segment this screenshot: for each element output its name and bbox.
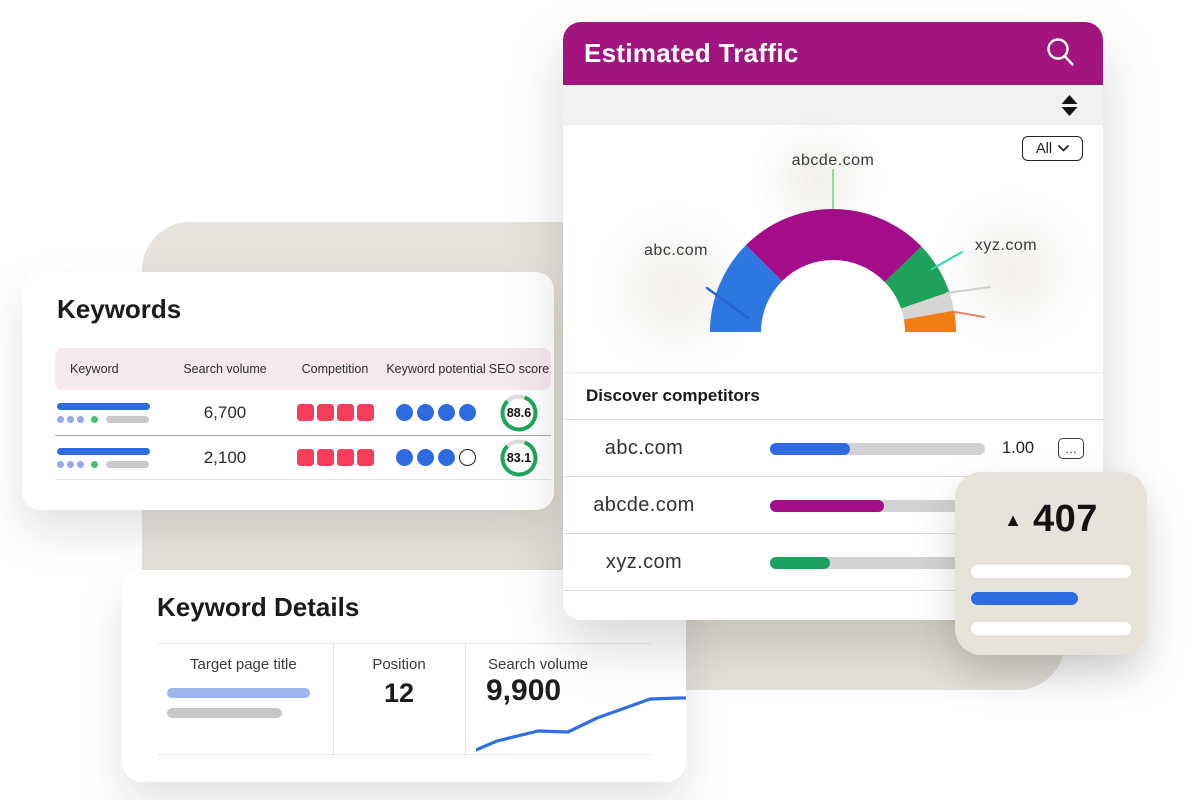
seo-score-ring-icon bbox=[500, 439, 538, 476]
filter-dropdown-value: All bbox=[1035, 140, 1053, 157]
col-header-search-volume: Search volume bbox=[183, 361, 267, 376]
competitor-row[interactable]: abc.com 1.00 … bbox=[563, 420, 1103, 477]
search-volume-value: 6,700 bbox=[203, 402, 247, 422]
column-divider bbox=[333, 644, 334, 756]
competitor-progress-bar bbox=[770, 500, 985, 512]
column-divider bbox=[465, 644, 466, 756]
keywords-table: Keyword Search volume Competition Keywor… bbox=[55, 348, 551, 480]
keyword-potential-indicator bbox=[396, 449, 476, 466]
traffic-share-chart: All abcde.com abc.com xyz.com bbox=[563, 115, 1103, 375]
competitors-heading: Discover competitors bbox=[563, 373, 1103, 420]
search-volume-value: 2,100 bbox=[203, 447, 247, 467]
gauge-segment bbox=[746, 209, 922, 282]
competitor-domain: xyz.com bbox=[605, 550, 683, 573]
keyword-table-row[interactable]: 2,100 83.1 bbox=[55, 435, 551, 480]
estimated-traffic-header: Estimated Traffic bbox=[563, 22, 1103, 85]
chevron-down-icon bbox=[1058, 145, 1069, 152]
seo-score-badge: 83.1 bbox=[499, 438, 539, 478]
estimated-traffic-card: Estimated Traffic All bbox=[563, 22, 1103, 620]
skeleton-dot-green bbox=[91, 415, 98, 423]
search-volume-value: 9,900 bbox=[486, 674, 562, 707]
competitor-row[interactable]: abcde.com bbox=[563, 477, 1103, 534]
skeleton-dot-green bbox=[91, 460, 98, 468]
skeleton-dot bbox=[67, 415, 74, 423]
more-options-button[interactable]: … bbox=[1058, 438, 1084, 459]
skeleton-dot bbox=[77, 460, 84, 468]
keywords-table-header: Keyword Search volume Competition Keywor… bbox=[55, 348, 551, 390]
target-title-skeleton-gray bbox=[167, 708, 282, 718]
delta-value: 407 bbox=[1032, 498, 1098, 540]
keyword-skeleton bbox=[55, 402, 165, 423]
keyword-details-card: Keyword Details Target page title Positi… bbox=[122, 570, 686, 782]
col-header-competition: Competition bbox=[301, 361, 369, 376]
gauge-label-abcde: abcde.com bbox=[791, 152, 875, 169]
seo-score-value: 88.6 bbox=[506, 405, 532, 420]
competition-indicator bbox=[296, 404, 374, 421]
gauge-label-xyz: xyz.com bbox=[974, 237, 1038, 254]
gauge-segment bbox=[903, 310, 956, 332]
keyword-skeleton bbox=[55, 447, 165, 468]
competitor-row[interactable]: xyz.com bbox=[563, 534, 1103, 591]
callout-skeleton-bar bbox=[971, 565, 1131, 578]
gauge-label-abc: abc.com bbox=[644, 242, 708, 259]
callout-skeleton-bar bbox=[971, 622, 1131, 635]
col-header-keyword-potential: Keyword potential bbox=[386, 361, 486, 376]
seo-score-badge: 88.6 bbox=[499, 393, 539, 433]
search-volume-label: Search volume bbox=[488, 656, 589, 673]
skeleton-dot bbox=[77, 415, 84, 423]
target-page-title-label: Target page title bbox=[190, 656, 297, 673]
gauge-segment bbox=[901, 291, 955, 320]
keyword-details-title: Keyword Details bbox=[157, 592, 360, 622]
col-header-keyword: Keyword bbox=[70, 361, 119, 376]
sort-icon[interactable] bbox=[1060, 95, 1079, 116]
competition-indicator bbox=[296, 449, 374, 466]
traffic-delta-callout-card: ▲ 407 bbox=[955, 472, 1147, 655]
traffic-gauge-chart[interactable] bbox=[710, 209, 956, 332]
skeleton-dot bbox=[67, 460, 74, 468]
skeleton-bar-blue bbox=[57, 447, 150, 455]
seo-score-value: 83.1 bbox=[506, 450, 532, 465]
keyword-potential-indicator bbox=[396, 404, 476, 421]
keyword-details-table: Target page title Position 12 Search vol… bbox=[158, 643, 686, 756]
skeleton-bar-gray bbox=[106, 460, 149, 468]
filter-dropdown[interactable]: All bbox=[1022, 136, 1083, 161]
competitor-progress-bar bbox=[770, 443, 985, 455]
decor-blob bbox=[933, 190, 1093, 350]
skeleton-bar-gray bbox=[106, 415, 149, 423]
search-volume-trend-chart bbox=[476, 696, 686, 752]
competitor-value: 1.00 bbox=[1001, 438, 1035, 457]
keyword-table-row[interactable]: 6,700 88.6 bbox=[55, 390, 551, 435]
competitor-domain: abc.com bbox=[604, 436, 684, 459]
target-title-skeleton-blue bbox=[167, 688, 310, 698]
skeleton-bar-blue bbox=[57, 402, 150, 410]
competitors-section: Discover competitors abc.com 1.00 … abcd… bbox=[563, 372, 1103, 591]
triangle-up-icon: ▲ bbox=[1004, 509, 1022, 530]
competitor-domain: abcde.com bbox=[593, 493, 695, 516]
callout-skeleton-bar-blue bbox=[971, 592, 1078, 605]
seo-score-ring-icon bbox=[500, 394, 538, 431]
estimated-traffic-title: Estimated Traffic bbox=[584, 38, 799, 68]
competitor-progress-bar bbox=[770, 557, 985, 569]
position-value: 12 bbox=[383, 678, 415, 708]
search-icon[interactable] bbox=[1044, 36, 1078, 72]
delta-header: ▲ 407 bbox=[955, 498, 1147, 541]
col-header-seo-score: SEO score bbox=[488, 361, 550, 376]
keywords-card: Keywords Keyword Search volume Competiti… bbox=[22, 272, 554, 510]
position-label: Position bbox=[372, 656, 426, 673]
skeleton-dot bbox=[57, 415, 64, 423]
skeleton-dot bbox=[57, 460, 64, 468]
keywords-title: Keywords bbox=[57, 294, 182, 324]
